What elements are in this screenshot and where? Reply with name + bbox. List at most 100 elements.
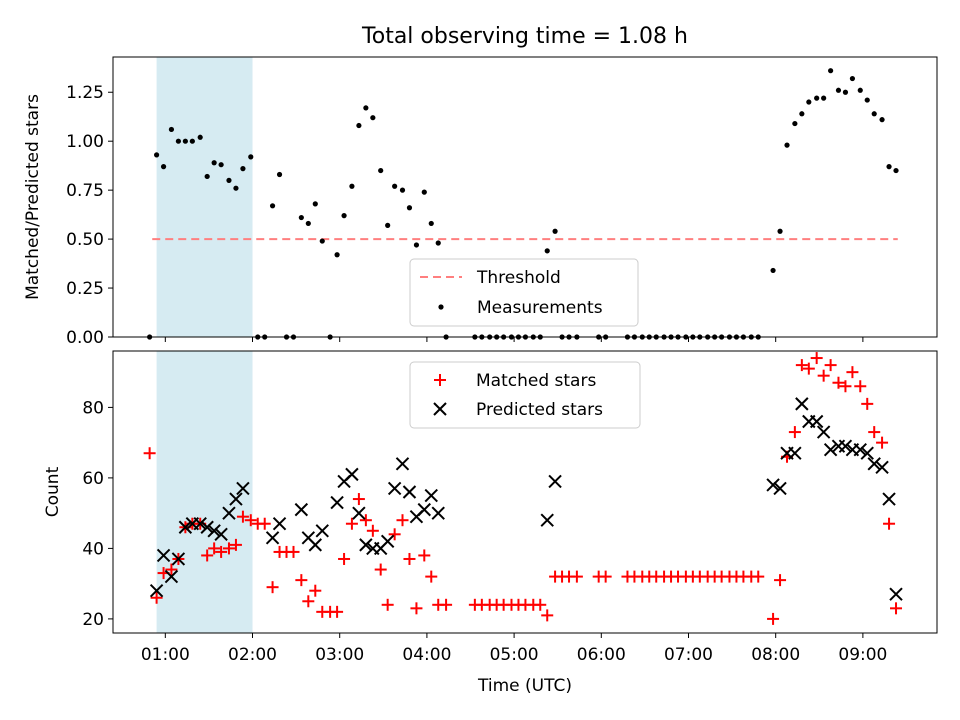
measurement-point: [770, 267, 776, 274]
top-legend-box: [409, 258, 639, 327]
matched-stars-points: [143, 352, 903, 625]
predicted-star-point: [816, 425, 831, 439]
measurement-point: [421, 189, 427, 195]
measurement-point: [385, 222, 391, 228]
matched-star-point: [165, 563, 178, 576]
measurement-point: [305, 220, 311, 227]
bottom-x-axis: 01:00 02:00 03:00 04:00 05:00 06:00 07:00 08:00…: [141, 633, 887, 665]
matched-star-point: [352, 493, 365, 506]
matched-star-point: [396, 514, 409, 527]
measurement-point: [821, 95, 827, 101]
bottom-y-axis: 20 40 60 80: [82, 398, 113, 630]
matched-star-point: [331, 605, 344, 618]
legend-matched-label: Matched stars: [476, 371, 596, 391]
y-tick-label: 0.75: [66, 181, 104, 201]
measurement-point: [189, 138, 195, 144]
measurement-point: [298, 214, 304, 221]
predicted-star-point: [193, 517, 207, 531]
matched-star-point: [258, 517, 271, 530]
measurement-point: [168, 126, 175, 133]
matched-star-point: [846, 366, 859, 379]
measurement-point: [399, 187, 406, 193]
matched-star-point: [767, 612, 780, 625]
measurement-point: [334, 252, 340, 258]
legend-measurements-label: Measurements: [477, 298, 603, 318]
predicted-star-point: [345, 467, 359, 482]
bottom-y-axis-label: Count: [43, 466, 63, 517]
matched-star-point: [861, 397, 874, 410]
predicted-star-point: [308, 538, 323, 552]
measurement-point: [392, 183, 398, 189]
measurement-point: [879, 117, 885, 123]
measurement-point: [312, 201, 318, 207]
bottom-legend: Matched stars Predicted stars: [409, 361, 641, 429]
predicted-star-point: [236, 481, 250, 496]
legend-predicted-label: Predicted stars: [476, 400, 603, 420]
matched-star-point: [795, 359, 808, 372]
matched-star-point: [208, 542, 221, 555]
predicted-star-point: [171, 552, 186, 566]
x-tick-label: 04:00: [402, 645, 451, 665]
predicted-star-point: [424, 488, 438, 503]
predicted-star-point: [214, 527, 228, 542]
matched-star-point: [839, 380, 852, 393]
predicted-star-point: [853, 442, 867, 457]
x-tick-label: 08:00: [751, 645, 800, 665]
measurement-point: [218, 162, 224, 168]
measurement-point: [864, 97, 870, 103]
measurement-point: [799, 111, 805, 117]
measurement-point: [886, 164, 892, 170]
measurement-point: [435, 240, 441, 246]
matched-star-point: [774, 574, 787, 587]
predicted-star-point: [867, 457, 881, 471]
measurement-point: [814, 95, 820, 101]
y-tick-label: 0.50: [66, 230, 104, 250]
predicted-star-point: [809, 414, 824, 429]
matched-star-point: [150, 591, 163, 604]
matched-star-point: [541, 609, 554, 622]
y-tick-label: 40: [82, 539, 104, 559]
measurement-point: [276, 171, 283, 178]
predicted-star-point: [229, 492, 243, 506]
matched-star-point: [381, 598, 394, 611]
matched-star-point: [309, 584, 322, 597]
predicted-star-point: [889, 587, 903, 601]
y-tick-label: 1.25: [66, 83, 104, 103]
predicted-star-point: [200, 520, 214, 534]
matched-star-point: [388, 528, 401, 541]
predicted-star-point: [330, 495, 344, 510]
x-tick-label: 05:00: [490, 645, 539, 665]
predicted-star-point: [272, 517, 287, 531]
matched-star-point: [143, 447, 156, 460]
legend-predicted-swatch: [433, 402, 447, 416]
measurement-point: [428, 220, 434, 227]
predicted-star-point: [352, 506, 366, 520]
predicted-star-point: [417, 502, 431, 517]
matched-star-point: [440, 598, 453, 611]
predicted-star-point: [431, 506, 445, 520]
measurement-point: [269, 203, 276, 209]
measurement-point: [356, 122, 362, 129]
matched-star-point: [868, 426, 881, 439]
predicted-star-point: [178, 520, 193, 534]
matched-star-point: [410, 602, 423, 615]
predicted-star-point: [380, 534, 395, 549]
legend-measurements-swatch: [438, 304, 444, 310]
top-y-axis-label: Matched/Predicted stars: [23, 94, 43, 300]
top-x-ticks: [164, 337, 864, 342]
matched-star-point: [215, 545, 228, 558]
predicted-star-point: [149, 583, 164, 598]
x-tick-label: 09:00: [838, 645, 887, 665]
legend-matched-swatch: [434, 374, 446, 386]
predicted-star-point: [207, 524, 221, 538]
measurement-point: [792, 120, 798, 127]
matched-star-point: [810, 352, 823, 365]
measurement-point: [552, 228, 558, 234]
matched-star-point: [752, 570, 765, 583]
matched-star-point: [222, 542, 235, 555]
measurement-point: [413, 242, 420, 248]
measurement-point: [370, 115, 376, 121]
predicted-star-point: [387, 481, 402, 496]
top-legend: Threshold Measurements: [409, 258, 639, 327]
matched-star-point: [418, 549, 431, 562]
